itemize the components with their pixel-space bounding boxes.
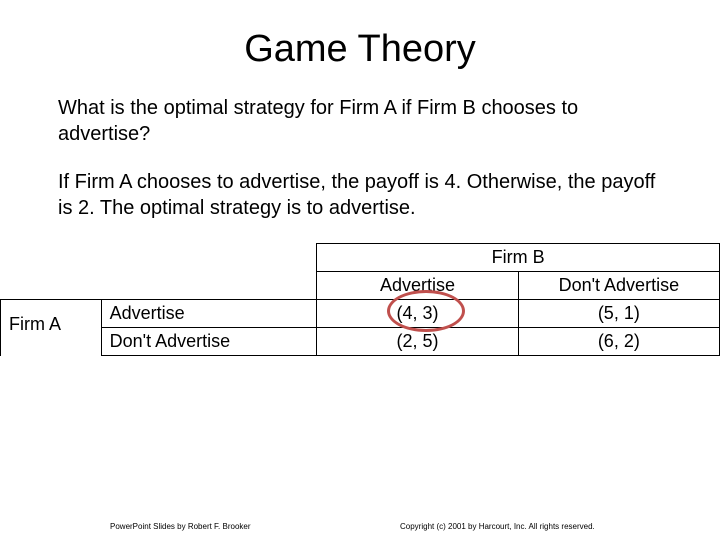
footer-author: PowerPoint Slides by Robert F. Brooker (110, 522, 251, 531)
empty-cell (1, 272, 102, 300)
payoff-cell: (6, 2) (518, 328, 719, 356)
payoff-table: Firm B Advertise Don't Advertise Firm A … (0, 243, 720, 356)
question-text: What is the optimal strategy for Firm A … (0, 95, 720, 147)
page-title: Game Theory (0, 28, 720, 71)
empty-cell (101, 272, 317, 300)
payoff-cell: (4, 3) (317, 300, 518, 328)
answer-text: If Firm A chooses to advertise, the payo… (0, 169, 720, 221)
col-b-advertise: Advertise (317, 272, 518, 300)
table-row: Firm B (1, 244, 720, 272)
firm-a-header: Firm A (1, 300, 102, 356)
row-a-advertise: Advertise (101, 300, 317, 328)
payoff-table-wrap: Firm B Advertise Don't Advertise Firm A … (0, 243, 720, 356)
table-row: Don't Advertise (2, 5) (6, 2) (1, 328, 720, 356)
slide: Game Theory What is the optimal strategy… (0, 0, 720, 540)
table-row: Advertise Don't Advertise (1, 272, 720, 300)
firm-b-header: Firm B (317, 244, 720, 272)
empty-cell (1, 244, 102, 272)
payoff-cell: (5, 1) (518, 300, 719, 328)
payoff-cell: (2, 5) (317, 328, 518, 356)
row-a-dont: Don't Advertise (101, 328, 317, 356)
footer-copyright: Copyright (c) 2001 by Harcourt, Inc. All… (400, 522, 595, 531)
empty-cell (101, 244, 317, 272)
col-b-dont: Don't Advertise (518, 272, 719, 300)
table-row: Firm A Advertise (4, 3) (5, 1) (1, 300, 720, 328)
